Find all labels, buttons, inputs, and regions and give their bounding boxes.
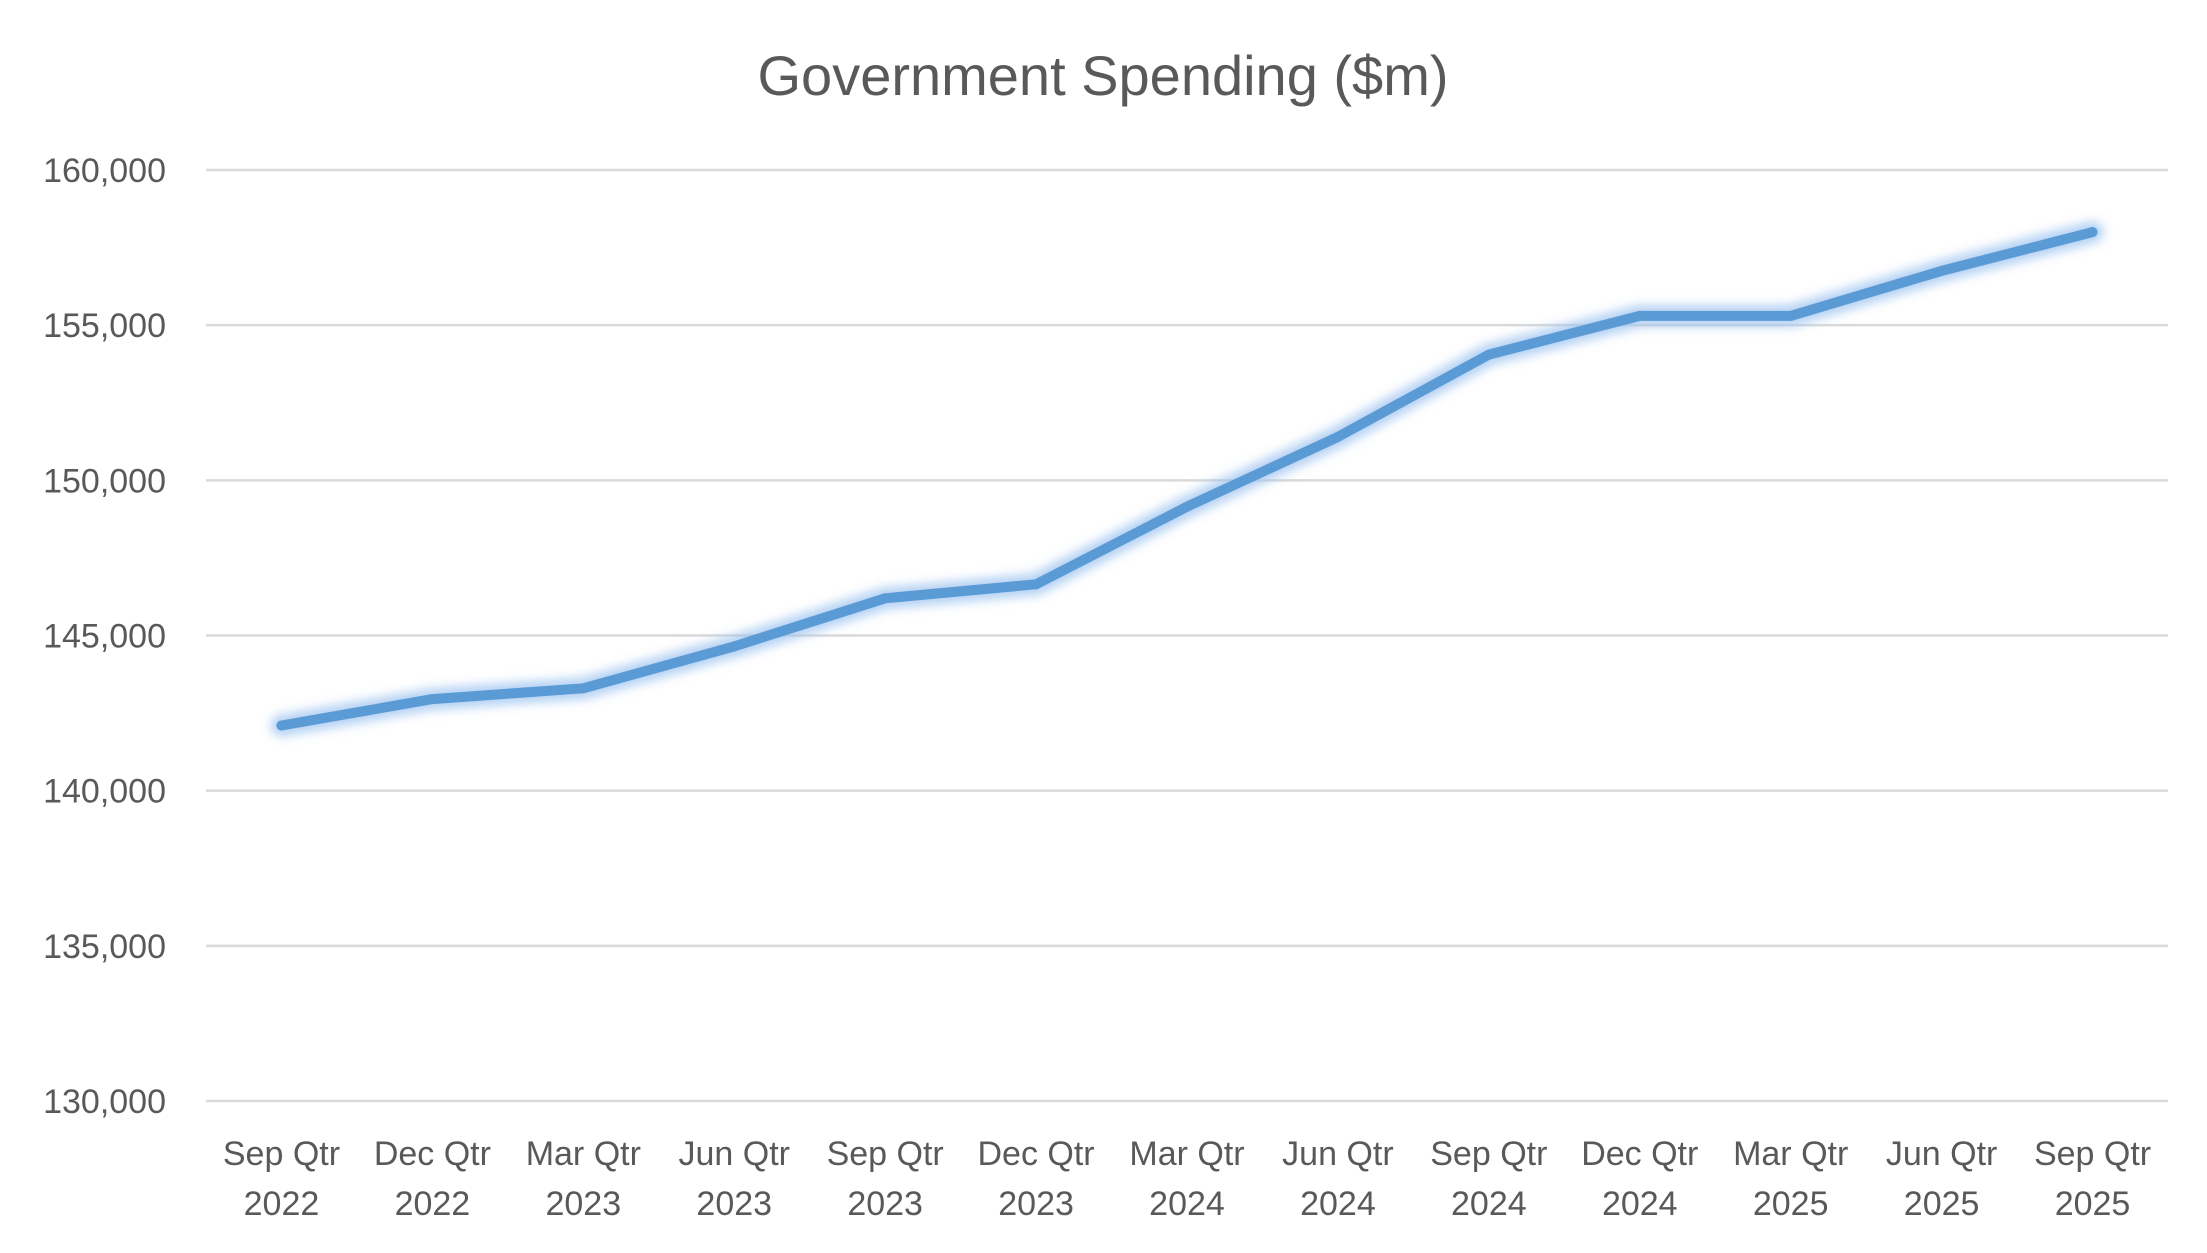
- data-point: [1332, 431, 1343, 442]
- data-point: [880, 593, 891, 604]
- data-point: [1483, 349, 1494, 360]
- gridlines: [206, 168, 2168, 1103]
- x-tick-label: Dec Qtr 2022: [374, 1135, 491, 1223]
- data-point: [578, 683, 589, 694]
- data-point: [1785, 310, 1796, 321]
- data-point: [1936, 265, 1947, 276]
- data-point: [1634, 310, 1645, 321]
- y-tick-label: 155,000: [43, 307, 166, 345]
- series-group: [270, 221, 2104, 737]
- x-tick-label: Dec Qtr 2024: [1581, 1135, 1698, 1223]
- x-tick-label: Sep Qtr 2025: [2034, 1135, 2151, 1223]
- data-point: [2087, 227, 2098, 238]
- x-axis: Sep Qtr 2022 Dec Qtr 2022 Mar Qtr 2023 Jun Qtr…: [223, 1135, 2151, 1223]
- y-tick-label: 160,000: [43, 152, 166, 190]
- x-tick-label: Mar Qtr 2025: [1733, 1135, 1848, 1223]
- series-line: [276, 227, 2098, 731]
- y-axis: 130,000 135,000 140,000 145,000 150,000 155,0…: [43, 152, 166, 1121]
- data-point: [729, 641, 740, 652]
- y-tick-label: 130,000: [43, 1083, 166, 1121]
- x-tick-label: Mar Qtr 2023: [526, 1135, 641, 1223]
- x-tick-label: Jun Qtr 2025: [1886, 1135, 1997, 1223]
- data-point: [1182, 501, 1192, 512]
- y-tick-label: 150,000: [43, 462, 166, 500]
- x-tick-label: Sep Qtr 2023: [827, 1135, 944, 1223]
- y-tick-label: 140,000: [43, 773, 166, 811]
- data-point: [427, 694, 438, 705]
- x-tick-label: Sep Qtr 2022: [223, 1135, 340, 1223]
- y-tick-label: 145,000: [43, 618, 166, 656]
- x-tick-label: Mar Qtr 2024: [1129, 1135, 1244, 1223]
- data-point: [276, 720, 287, 731]
- x-tick-label: Dec Qtr 2023: [978, 1135, 1095, 1223]
- chart-title: Government Spending ($m): [757, 44, 1448, 107]
- x-tick-label: Jun Qtr 2023: [678, 1135, 789, 1223]
- y-tick-label: 135,000: [43, 928, 166, 966]
- data-point: [1031, 579, 1042, 590]
- x-tick-label: Sep Qtr 2024: [1430, 1135, 1547, 1223]
- x-tick-label: Jun Qtr 2024: [1282, 1135, 1393, 1223]
